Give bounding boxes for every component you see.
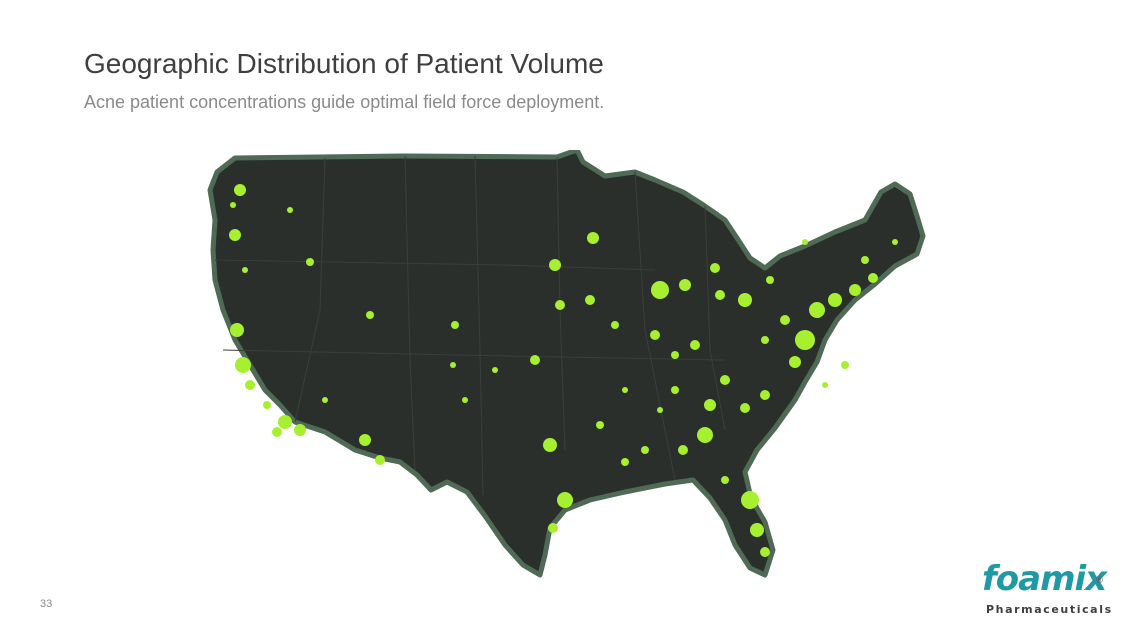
page-number: 33 (40, 598, 53, 610)
foamix-logo: foamix ® Pharmaceuticals (982, 559, 1111, 622)
us-outline (207, 150, 926, 578)
registered-mark: ® (1095, 576, 1104, 586)
logo-wordmark: foamix (982, 559, 1107, 599)
slide-subtitle: Acne patient concentrations guide optima… (84, 92, 605, 112)
patient-dots (229, 184, 898, 557)
map-canvas (207, 150, 926, 578)
slide-title: Geographic Distribution of Patient Volum… (84, 48, 604, 79)
us-patient-map (205, 150, 930, 585)
logo-tagline: Pharmaceuticals (986, 603, 1113, 616)
